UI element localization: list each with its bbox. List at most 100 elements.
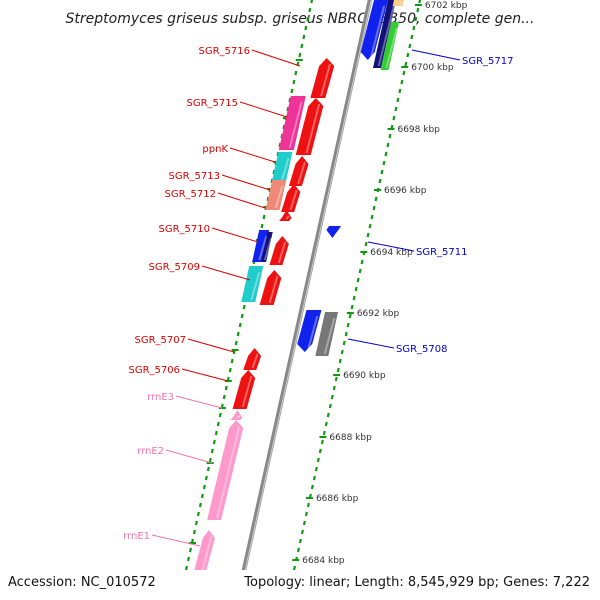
gene-label-rrne1[interactable]: rrnE1: [123, 531, 150, 542]
ruler-label: 6686 kbp: [316, 494, 359, 504]
gene-label-sgr_5715[interactable]: SGR_5715: [187, 98, 239, 109]
gene-salmon-shine: [274, 185, 284, 209]
gene-rrne3-shape: [230, 410, 243, 420]
rail-dot-right: [402, 70, 406, 76]
gene-sgr5706: [232, 370, 256, 409]
rail-dot-right: [344, 331, 348, 337]
gene-sgr5716-shine: [320, 63, 331, 97]
leader-line: [411, 49, 461, 61]
rail-dot-left: [222, 394, 226, 400]
rail-dot-right: [386, 142, 390, 148]
gene-navy-b: [372, 0, 396, 68]
gene-label-sgr_5710[interactable]: SGR_5710: [159, 224, 211, 235]
gene-sgr5713-shape: [281, 184, 301, 212]
ruler-label: 6692 kbp: [357, 309, 400, 319]
gene-rrne2: [207, 420, 244, 520]
gene-sgr5713-shine: [289, 189, 298, 211]
gene-cyan-b-shine: [250, 271, 261, 301]
rail-dot-right: [416, 7, 420, 13]
gene-sgr5711-shine: [334, 231, 339, 237]
rail-dot-right: [364, 241, 368, 247]
rail-dot-left: [308, 7, 312, 13]
rail-dot-left: [310, 0, 314, 4]
gene-label-sgr_5709[interactable]: SGR_5709: [149, 262, 201, 273]
rail-dot-left: [202, 484, 206, 490]
gene-label-sgr_5712[interactable]: SGR_5712: [165, 189, 217, 200]
gene-label-sgr_5713[interactable]: SGR_5713: [169, 171, 221, 182]
rail-dot-right: [360, 259, 364, 265]
gene-orange: [392, 0, 405, 6]
rail-dot-right: [400, 79, 404, 85]
gene-label-sgr_5711[interactable]: SGR_5711: [416, 247, 468, 258]
rail-dot-left: [224, 385, 228, 391]
gene-blue-a: [252, 230, 270, 262]
genome-backbone-highlight: [238, 0, 372, 600]
rail-dot-right: [356, 277, 360, 283]
gene-label-sgr_5717[interactable]: SGR_5717: [462, 56, 514, 67]
rail-dot-left: [216, 421, 220, 427]
rail-dot-left: [212, 439, 216, 445]
leader-line: [201, 265, 251, 281]
rail-dot-right: [366, 232, 370, 238]
gene-ppnk-shape: [288, 156, 309, 186]
gene-sgr5712: [279, 210, 292, 221]
rail-dot-right: [414, 16, 418, 22]
gene-label-rrne3[interactable]: rrnE3: [147, 392, 174, 403]
rail-dot-right: [370, 214, 374, 220]
gene-rrne1: [192, 530, 215, 578]
rail-dot-right: [418, 0, 422, 4]
gene-blue-a-shine: [258, 235, 268, 261]
gene-rrne1-shape: [192, 530, 215, 578]
gene-label-ppnk[interactable]: ppnK: [202, 144, 228, 155]
rail-dot-right: [372, 205, 376, 211]
rail-dot-left: [218, 412, 222, 418]
rail-dot-right: [354, 286, 358, 292]
gene-cyan-b-shape: [241, 266, 264, 302]
rail-dot-right: [312, 475, 316, 481]
gene-sgr5711: [326, 226, 342, 238]
ruler-label: 6698 kbp: [397, 125, 440, 135]
ruler-label: 6694 kbp: [370, 248, 413, 258]
rail-dot-right: [404, 61, 408, 67]
gene-cyan-a-shape: [271, 152, 293, 184]
rail-dot-right: [330, 394, 334, 400]
gene-label-rrne2[interactable]: rrnE2: [137, 446, 164, 457]
rail-dot-right: [306, 502, 310, 508]
rail-dot-left: [206, 466, 210, 472]
gene-label-sgr_5716[interactable]: SGR_5716: [199, 46, 251, 57]
gene-navy-b-shape: [372, 0, 396, 68]
accession-text: Accession: NC_010572: [8, 575, 156, 590]
rail-dot-left: [304, 25, 308, 31]
gene-green-shine: [385, 27, 398, 69]
rail-dot-left: [208, 457, 212, 463]
gene-label-sgr_5708[interactable]: SGR_5708: [396, 344, 448, 355]
rail-dot-left: [306, 16, 310, 22]
gene-navy-a: [261, 232, 273, 262]
gene-salmon: [265, 180, 287, 210]
gene-magenta-partner: [278, 96, 306, 150]
gene-sgr5712-shine: [285, 215, 290, 220]
rail-dot-left: [204, 475, 208, 481]
gene-rrne1-shine: [199, 535, 213, 577]
gene-sgr5717-shape: [360, 0, 388, 60]
gene-label-sgr_5706[interactable]: SGR_5706: [129, 365, 181, 376]
gene-orange-shape: [392, 0, 405, 6]
gene-sgr5707: [243, 348, 262, 370]
gene-navy-a-shine: [263, 237, 273, 261]
leader-line: [367, 241, 415, 252]
gene-label-sgr_5707[interactable]: SGR_5707: [135, 335, 187, 346]
rail-dot-right: [412, 25, 416, 31]
rail-dot-right: [396, 97, 400, 103]
gene-gray-shape: [315, 312, 339, 356]
rail-dot-left: [262, 214, 266, 220]
rail-dot-left: [260, 223, 264, 229]
rail-dot-right: [304, 511, 308, 517]
gene-magenta-partner-shine: [288, 101, 303, 149]
rail-dot-left: [282, 124, 286, 130]
ruler-label: 6688 kbp: [329, 433, 372, 443]
ruler-label: 6684 kbp: [302, 556, 345, 566]
rail-dot-left: [234, 340, 238, 346]
rail-dot-left: [228, 367, 232, 373]
rail-dot-right: [324, 421, 328, 427]
